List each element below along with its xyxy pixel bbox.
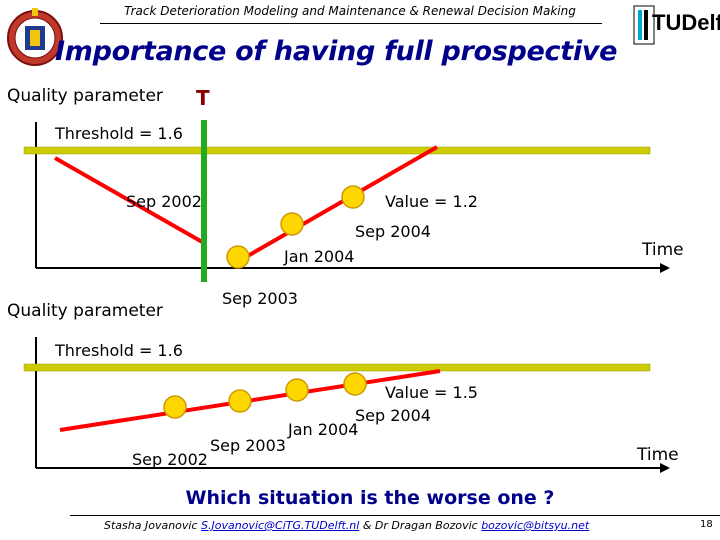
slide-title: Importance of having full prospective — [55, 36, 618, 67]
top-threshold-line — [23, 146, 651, 155]
bottom-point-sep-2003 — [228, 389, 252, 413]
bottom-threshold-label: Threshold = 1.6 — [55, 341, 183, 360]
top-x-axis-arrow — [660, 263, 670, 273]
closing-question: Which situation is the worse one ? — [185, 487, 555, 509]
bottom-point-label-jan-2004: Jan 2004 — [288, 420, 359, 439]
bottom-diagram — [23, 337, 670, 473]
inspection-marker-label: T — [196, 86, 210, 110]
top-x-axis-label: Time — [642, 240, 684, 260]
footer-divider — [70, 515, 720, 516]
bottom-x-axis-arrow — [660, 463, 670, 473]
top-value-label: Value = 1.2 — [385, 192, 478, 211]
footer-author: Stasha Jovanovic — [104, 519, 198, 532]
footer-email-link-1[interactable]: S.Jovanovic@CiTG.TUDelft.nl — [201, 519, 360, 532]
header-divider — [100, 23, 602, 24]
footer-credits: Stasha Jovanovic S.Jovanovic@CiTG.TUDelf… — [104, 519, 589, 532]
university-seal-logo — [6, 4, 64, 74]
tudelft-logo-text: TUDelft — [652, 10, 720, 35]
tudelft-logo: TUDelft — [632, 4, 720, 48]
course-title: Track Deterioration Modeling and Mainten… — [124, 4, 576, 18]
footer-email-link-2[interactable]: bozovic@bitsyu.net — [481, 519, 590, 532]
top-threshold-label: Threshold = 1.6 — [55, 124, 183, 143]
bottom-point-jan-2004 — [285, 378, 309, 402]
bottom-y-axis-label: Quality parameter — [7, 301, 163, 321]
top-trend-line-2 — [231, 145, 438, 267]
bottom-x-axis-label: Time — [637, 445, 679, 465]
top-point-label-sep-2004: Sep 2004 — [355, 222, 431, 241]
top-point-sep-2003 — [226, 245, 250, 269]
top-point-sep-2004 — [341, 185, 365, 209]
bottom-point-label-sep-2002: Sep 2002 — [132, 450, 208, 469]
top-y-axis-label: Quality parameter — [7, 86, 163, 106]
top-point-label-sep-2002: Sep 2002 — [126, 192, 202, 211]
bottom-point-label-sep-2003: Sep 2003 — [210, 436, 286, 455]
top-point-jan-2004 — [280, 212, 304, 236]
bottom-point-sep-2002 — [163, 395, 187, 419]
top-point-label-jan-2004: Jan 2004 — [284, 247, 355, 266]
top-inspection-marker-line — [201, 120, 207, 282]
bottom-point-sep-2004 — [343, 372, 367, 396]
top-trend-line-1 — [54, 156, 205, 245]
bottom-value-label: Value = 1.5 — [385, 383, 478, 402]
footer-connector: & Dr Dragan Bozovic — [362, 519, 478, 532]
top-diagram — [23, 120, 670, 282]
bottom-point-label-sep-2004: Sep 2004 — [355, 406, 431, 425]
top-point-label-sep-2003: Sep 2003 — [222, 289, 298, 308]
bottom-threshold-line — [23, 363, 651, 372]
page-number: 18 — [700, 519, 713, 530]
